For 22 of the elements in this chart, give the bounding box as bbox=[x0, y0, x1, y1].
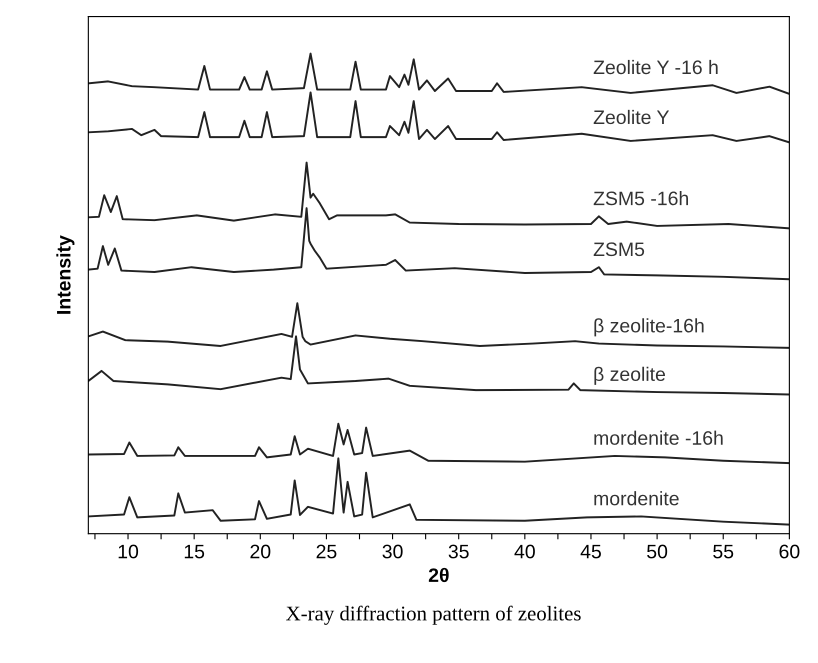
series-label: ZSM5 bbox=[594, 242, 644, 256]
series-label: β zeolite-16h bbox=[594, 318, 704, 336]
y-axis-title: Intensity bbox=[56, 235, 74, 314]
x-tick-label: 60 bbox=[780, 544, 800, 558]
series-label: Zeolite Y -16 h bbox=[594, 60, 718, 74]
x-tick-label: 55 bbox=[713, 544, 734, 558]
x-tick-label: 20 bbox=[250, 544, 270, 558]
series-label: β zeolite bbox=[594, 366, 666, 385]
text: X-ray diffraction pattern of zeolites bbox=[286, 606, 581, 625]
x-tick-label: 15 bbox=[184, 544, 204, 558]
x-tick-label: 50 bbox=[647, 544, 668, 558]
series-label: mordenite bbox=[594, 491, 679, 506]
x-tick-label: 40 bbox=[514, 544, 535, 558]
series-label: Zeolite Y bbox=[594, 110, 670, 124]
series-label: ZSM5 -16h bbox=[594, 190, 688, 206]
x-tick-label: 25 bbox=[316, 544, 336, 558]
x-axis-title: 2θ bbox=[428, 568, 449, 582]
series-label: mordenite -16h bbox=[594, 430, 723, 445]
x-tick-label: 10 bbox=[118, 544, 138, 558]
x-tick-label: 35 bbox=[448, 544, 469, 558]
x-tick-label: 30 bbox=[382, 544, 403, 558]
x-tick-label: 45 bbox=[580, 544, 601, 558]
